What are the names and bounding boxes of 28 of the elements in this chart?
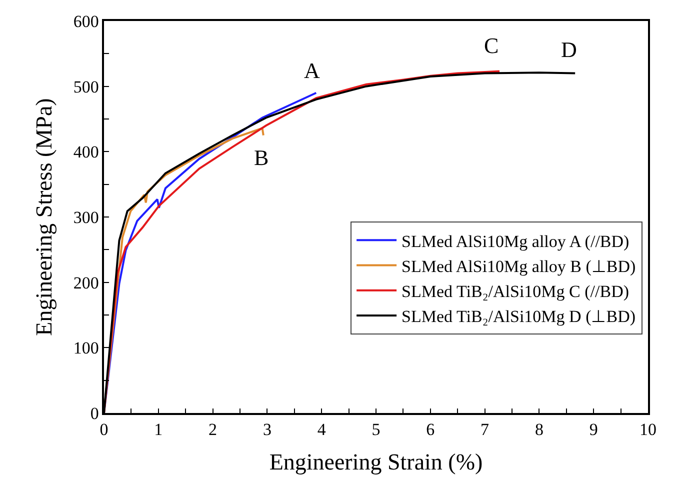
legend-label: SLMed AlSi10Mg alloy A (//BD) — [402, 232, 630, 251]
x-tick-label: 9 — [589, 420, 598, 440]
x-tick-label: 2 — [208, 420, 218, 440]
legend-label: SLMed AlSi10Mg alloy B (⊥BD) — [402, 256, 636, 276]
y-axis-title: Engineering Stress (MPa) — [31, 98, 56, 336]
y-tick-label: 600 — [73, 12, 99, 31]
y-tick-label: 500 — [73, 77, 99, 96]
x-tick-label: 10 — [640, 420, 656, 440]
annotation: B — [254, 145, 269, 170]
annotation: C — [484, 33, 499, 58]
y-tick-label: 400 — [73, 142, 99, 162]
annotation: A — [304, 58, 320, 83]
y-tick-label: 100 — [73, 338, 99, 358]
annotation: D — [561, 37, 577, 62]
y-tick-label: 300 — [73, 208, 99, 227]
x-tick-label: 1 — [154, 420, 163, 440]
legend-label: SLMed TiB₂/AlSi10Mg D (⊥BD) — [402, 307, 636, 326]
legend-label: SLMed TiB₂/AlSi10Mg C (//BD) — [402, 282, 630, 301]
x-tick-label: 3 — [262, 420, 272, 440]
y-tick-label: 0 — [90, 404, 99, 423]
x-tick-label: 8 — [534, 420, 544, 440]
x-tick-label: 6 — [426, 420, 435, 440]
y-tick-label: 200 — [73, 273, 99, 292]
x-tick-label: 7 — [480, 420, 490, 440]
line-series — [104, 92, 318, 413]
x-tick-label: 4 — [317, 420, 326, 440]
x-tick-label: 5 — [372, 420, 380, 440]
x-axis-title: Engineering Strain (%) — [269, 449, 483, 474]
